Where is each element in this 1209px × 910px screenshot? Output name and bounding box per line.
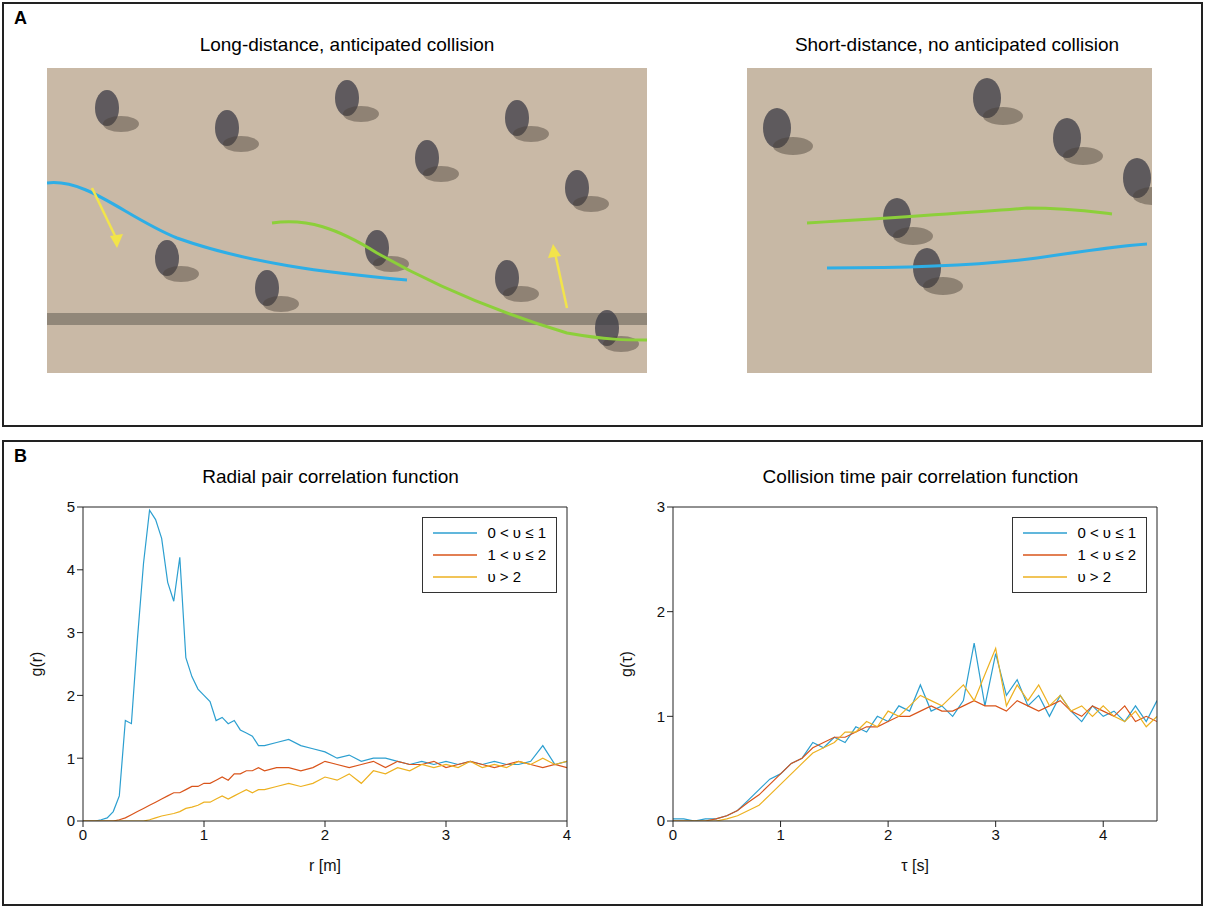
html-text:0 < υ ≤ 1: 0 < υ ≤ 1: [487, 524, 546, 541]
html-text:υ > 2: υ > 2: [487, 568, 522, 585]
svg-text:3: 3: [67, 624, 75, 641]
svg-text:2: 2: [321, 826, 329, 843]
svg-text:τ [s]: τ [s]: [901, 857, 929, 874]
svg-text:2: 2: [884, 826, 892, 843]
svg-text:r [m]: r [m]: [309, 857, 341, 874]
svg-text:3: 3: [657, 498, 665, 515]
svg-text:2: 2: [657, 603, 665, 620]
html-text:B: B: [14, 446, 27, 466]
svg-text:4: 4: [67, 561, 75, 578]
svg-text:g(τ): g(τ): [618, 651, 635, 677]
svg-text:0: 0: [67, 812, 75, 829]
html-text:Radial pair correlation functi: Radial pair correlation function: [202, 466, 459, 487]
svg-text:4: 4: [563, 826, 571, 843]
svg-text:2: 2: [67, 687, 75, 704]
html-text:Long-distance, anticipated col: Long-distance, anticipated collision: [199, 34, 495, 55]
svg-text:0: 0: [657, 812, 665, 829]
svg-text:3: 3: [991, 826, 999, 843]
html-text:1 < υ ≤ 2: 1 < υ ≤ 2: [487, 546, 546, 563]
html-text:Short-distance, no anticipated: Short-distance, no anticipated collision: [794, 34, 1120, 55]
html-text:0 < υ ≤ 1: 0 < υ ≤ 1: [1077, 524, 1136, 541]
svg-text:1: 1: [657, 708, 665, 725]
html-text:1 < υ ≤ 2: 1 < υ ≤ 2: [1077, 546, 1136, 563]
svg-text:0: 0: [79, 826, 87, 843]
svg-text:4: 4: [1099, 826, 1107, 843]
svg-text:1: 1: [776, 826, 784, 843]
svg-text:0: 0: [669, 826, 677, 843]
svg-text:5: 5: [67, 498, 75, 515]
svg-text:3: 3: [442, 826, 450, 843]
svg-text:1: 1: [67, 750, 75, 767]
html-text:υ > 2: υ > 2: [1077, 568, 1112, 585]
html-text:A: A: [14, 8, 27, 28]
svg-text:1: 1: [200, 826, 208, 843]
svg-text:g(r): g(r): [28, 652, 45, 677]
html-text:Collision time pair correlatio: Collision time pair correlation function: [762, 466, 1079, 487]
